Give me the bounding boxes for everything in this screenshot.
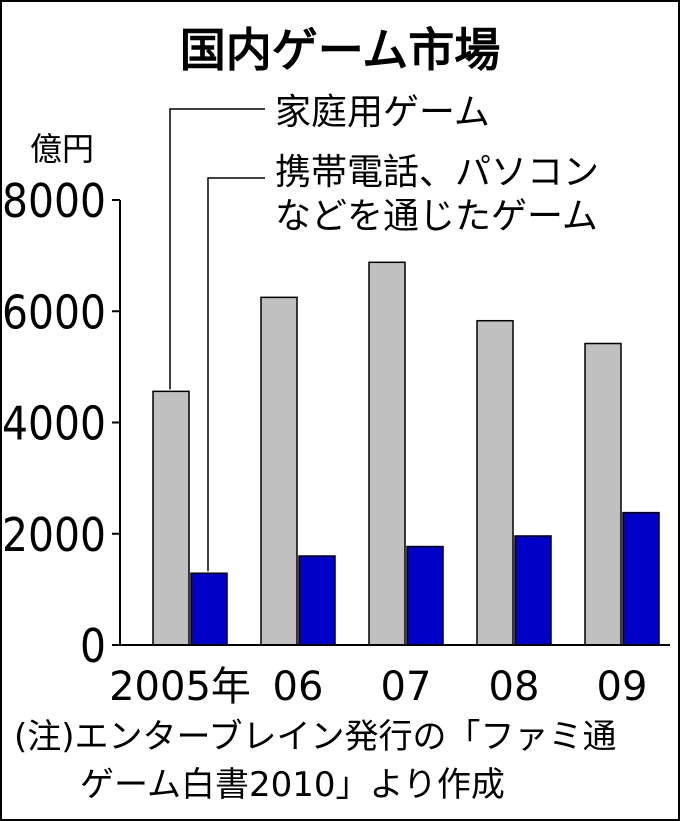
x-tick-label: 08 [489, 664, 540, 710]
x-tick-label: 07 [381, 664, 432, 710]
bar-home-console-2 [368, 261, 406, 646]
bar-mobile-pc-0 [190, 572, 228, 646]
x-tick-label: 09 [597, 664, 648, 710]
x-tick-labels: 2005年 06 07 08 09 [109, 664, 647, 710]
legend-leader-line [207, 177, 265, 572]
x-tick-label: 06 [273, 664, 324, 710]
legend-label: 携帯電話、パソコン [275, 152, 599, 193]
chart-title: 国内ゲーム市場 [180, 23, 501, 77]
y-tick-label: 6000 [2, 285, 106, 339]
legend-leader-line [169, 108, 265, 390]
bar-home-console-1 [260, 296, 298, 646]
bar-home-console-3 [476, 319, 514, 646]
y-tick-label: 8000 [2, 174, 106, 228]
y-tick-label: 2000 [2, 508, 106, 562]
x-tick-label: 2005年 [109, 664, 251, 710]
bar-home-console-4 [584, 342, 622, 646]
bars [152, 261, 660, 646]
source-note-line: ゲーム白書2010」より作成 [80, 765, 505, 805]
y-tick-label: 0 [80, 619, 106, 673]
y-tick-label: 4000 [2, 397, 106, 451]
legend-label: 家庭用ゲーム [275, 92, 490, 133]
source-note-line: (注)エンターブレイン発行の「ファミ通 [14, 717, 617, 757]
bar-mobile-pc-4 [622, 511, 660, 646]
y-axis-unit: 億円 [30, 130, 94, 168]
bar-home-console-0 [152, 390, 190, 646]
bar-mobile-pc-2 [406, 545, 444, 646]
bar-mobile-pc-1 [298, 555, 336, 646]
y-tick-labels: 0 2000 4000 6000 8000 [2, 174, 120, 673]
legend-label: などを通じたゲーム [275, 196, 598, 237]
bar-mobile-pc-3 [514, 535, 552, 646]
